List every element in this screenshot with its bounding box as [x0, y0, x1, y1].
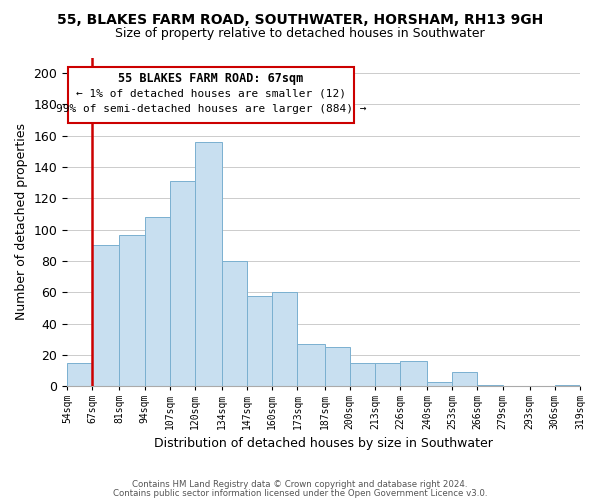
Bar: [170, 182, 195, 386]
Text: 99% of semi-detached houses are larger (884) →: 99% of semi-detached houses are larger (…: [56, 104, 366, 115]
Bar: [145, 218, 170, 386]
Bar: [119, 234, 145, 386]
Bar: [478, 385, 503, 386]
Bar: [222, 261, 247, 386]
Bar: [325, 348, 350, 387]
Text: ← 1% of detached houses are smaller (12): ← 1% of detached houses are smaller (12): [76, 89, 346, 99]
Text: Size of property relative to detached houses in Southwater: Size of property relative to detached ho…: [115, 28, 485, 40]
Bar: [272, 292, 298, 386]
Text: Contains HM Land Registry data © Crown copyright and database right 2024.: Contains HM Land Registry data © Crown c…: [132, 480, 468, 489]
Bar: [555, 385, 580, 386]
Text: 55 BLAKES FARM ROAD: 67sqm: 55 BLAKES FARM ROAD: 67sqm: [118, 72, 304, 85]
Bar: [452, 372, 478, 386]
Bar: [195, 142, 222, 386]
Bar: [67, 363, 92, 386]
Bar: [427, 382, 452, 386]
Bar: [247, 296, 272, 386]
Bar: [350, 363, 375, 386]
Text: Contains public sector information licensed under the Open Government Licence v3: Contains public sector information licen…: [113, 488, 487, 498]
FancyBboxPatch shape: [68, 67, 353, 124]
Y-axis label: Number of detached properties: Number of detached properties: [15, 124, 28, 320]
Bar: [375, 363, 400, 386]
Bar: [400, 362, 427, 386]
Bar: [298, 344, 325, 387]
X-axis label: Distribution of detached houses by size in Southwater: Distribution of detached houses by size …: [154, 437, 493, 450]
Bar: [92, 246, 119, 386]
Text: 55, BLAKES FARM ROAD, SOUTHWATER, HORSHAM, RH13 9GH: 55, BLAKES FARM ROAD, SOUTHWATER, HORSHA…: [57, 12, 543, 26]
